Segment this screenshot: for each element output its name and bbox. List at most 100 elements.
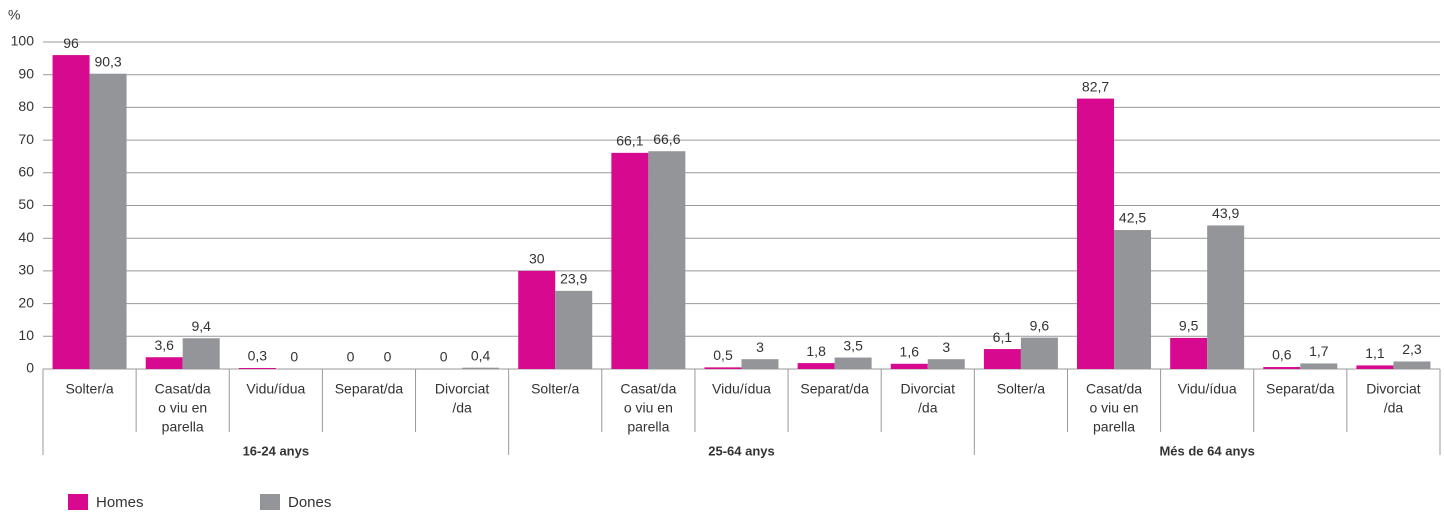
value-label: 9,5 <box>1179 318 1199 334</box>
x-tick-label: Casat/da <box>1086 381 1142 397</box>
bar <box>1356 365 1394 369</box>
bar <box>741 359 779 369</box>
y-tick-label: 100 <box>11 33 35 49</box>
x-tick-label: /da <box>452 400 472 416</box>
value-label: 30 <box>529 251 545 267</box>
bar <box>648 151 686 369</box>
bar <box>1020 337 1058 369</box>
bar <box>52 55 90 370</box>
bar <box>555 290 593 369</box>
bar <box>462 367 500 369</box>
value-label: 1,7 <box>1309 343 1329 359</box>
value-label: 66,1 <box>616 133 643 149</box>
bar <box>182 338 220 369</box>
x-tick-label: Separat/da <box>800 381 869 397</box>
bar <box>518 270 556 369</box>
bar <box>1077 98 1115 370</box>
value-label: 9,4 <box>191 318 211 334</box>
bar <box>1114 230 1152 369</box>
value-label: 6,1 <box>993 329 1013 345</box>
value-label: 3,6 <box>154 337 174 353</box>
value-label: 0 <box>384 349 392 365</box>
value-label: 3 <box>756 339 764 355</box>
x-tick-label: Vidu/ídua <box>712 381 771 397</box>
y-tick-label: 40 <box>18 229 34 245</box>
bar <box>1207 225 1245 369</box>
y-tick-label: 10 <box>18 327 34 343</box>
y-tick-label: 60 <box>18 164 34 180</box>
x-tick-label: /da <box>918 400 938 416</box>
x-tick-label: Divorciat <box>1366 381 1421 397</box>
x-tick-label: Vidu/ídua <box>246 381 305 397</box>
value-label: 9,6 <box>1030 317 1050 333</box>
x-tick-label: Casat/da <box>155 381 211 397</box>
value-label: 0 <box>290 349 298 365</box>
bar <box>1300 363 1338 369</box>
x-tick-label: /da <box>1384 400 1404 416</box>
value-label: 0 <box>347 349 355 365</box>
legend-label: Dones <box>288 494 331 511</box>
y-axis-label: % <box>8 7 20 23</box>
bar <box>89 73 127 370</box>
x-tick-label: Divorciat <box>901 381 956 397</box>
value-label: 90,3 <box>94 53 121 69</box>
x-tick-label: Separat/da <box>335 381 404 397</box>
legend-swatch <box>68 494 88 510</box>
bar <box>927 359 965 369</box>
value-label: 66,6 <box>653 131 680 147</box>
value-label: 2,3 <box>1402 341 1422 357</box>
x-tick-label: Casat/da <box>620 381 676 397</box>
group-label: Més de 64 anys <box>1159 443 1254 458</box>
value-label: 0,5 <box>713 347 733 363</box>
x-tick-label: Solter/a <box>65 381 113 397</box>
y-tick-label: 20 <box>18 294 34 310</box>
value-label: 0,6 <box>1272 347 1292 363</box>
x-tick-label: Divorciat <box>435 381 490 397</box>
x-tick-label: parella <box>627 419 669 435</box>
legend-label: Homes <box>96 494 144 511</box>
y-tick-label: 90 <box>18 65 34 81</box>
legend-swatch <box>260 494 280 510</box>
x-tick-label: o viu en <box>1090 400 1139 416</box>
bar <box>1170 337 1208 369</box>
x-tick-label: o viu en <box>624 400 673 416</box>
y-tick-label: 30 <box>18 262 34 278</box>
bar <box>1263 367 1301 369</box>
value-label: 96 <box>63 35 79 51</box>
group-label: 16-24 anys <box>243 443 310 458</box>
value-label: 0,3 <box>248 348 268 364</box>
x-tick-label: Solter/a <box>531 381 579 397</box>
value-label: 82,7 <box>1082 78 1109 94</box>
value-label: 0 <box>440 349 448 365</box>
x-tick-label: Vidu/ídua <box>1178 381 1237 397</box>
x-tick-label: o viu en <box>158 400 207 416</box>
bar <box>890 363 928 369</box>
bar <box>834 357 872 369</box>
x-tick-label: parella <box>162 419 204 435</box>
bar <box>704 367 742 369</box>
x-tick-label: parella <box>1093 419 1135 435</box>
group-label: 25-64 anys <box>708 443 775 458</box>
bar <box>611 152 649 369</box>
y-tick-label: 70 <box>18 131 34 147</box>
value-label: 1,8 <box>806 343 826 359</box>
y-tick-label: 50 <box>18 196 34 212</box>
x-tick-label: Solter/a <box>997 381 1045 397</box>
bar <box>983 349 1021 369</box>
y-tick-label: 80 <box>18 98 34 114</box>
y-tick-label: 0 <box>26 360 34 376</box>
value-label: 3,5 <box>843 337 863 353</box>
value-label: 43,9 <box>1212 205 1239 221</box>
bar <box>238 368 276 369</box>
bar <box>1393 361 1431 369</box>
x-tick-label: Separat/da <box>1266 381 1335 397</box>
value-label: 0,4 <box>471 347 491 363</box>
value-label: 1,6 <box>900 343 920 359</box>
value-label: 3 <box>942 339 950 355</box>
bar <box>145 357 183 369</box>
value-label: 42,5 <box>1119 210 1146 226</box>
value-label: 23,9 <box>560 271 587 287</box>
value-label: 1,1 <box>1365 345 1385 361</box>
